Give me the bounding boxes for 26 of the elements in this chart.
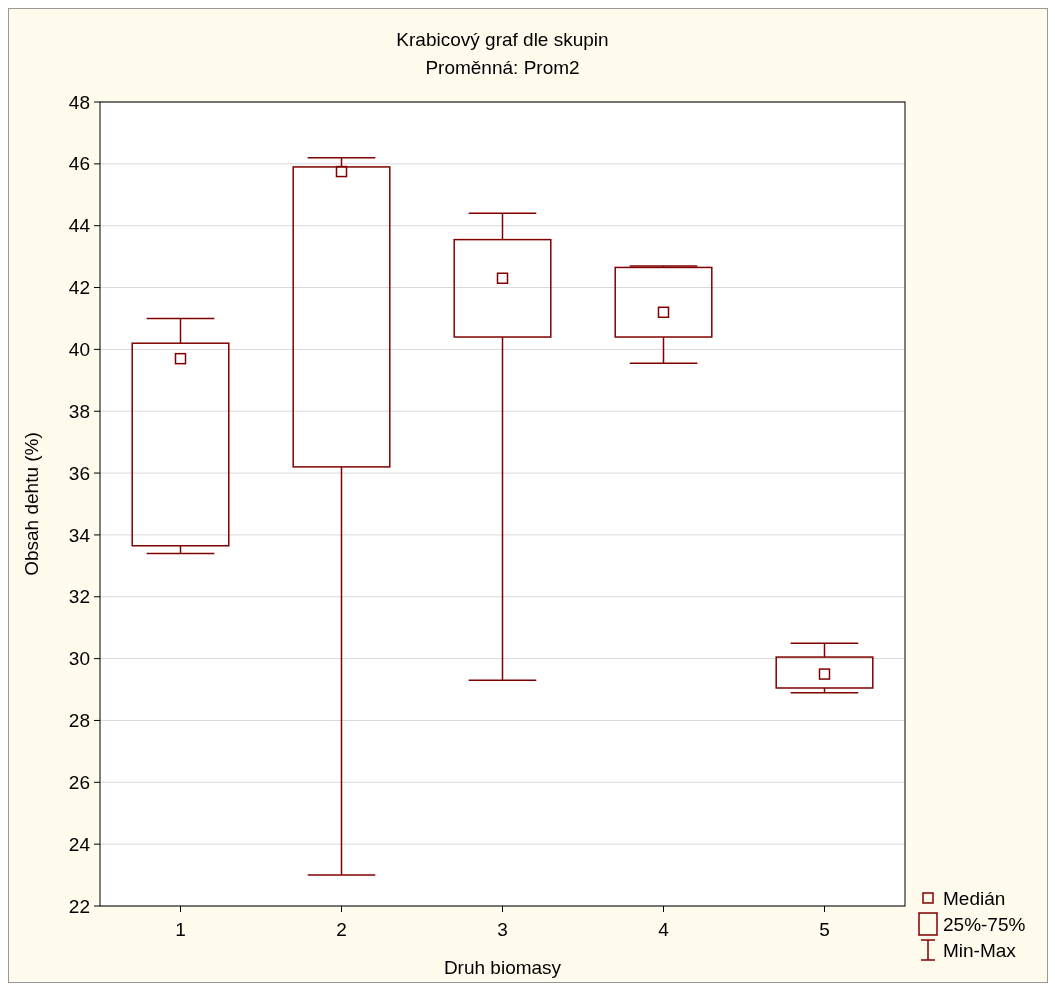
y-tick-label: 48 xyxy=(68,91,90,113)
y-tick-label: 30 xyxy=(68,648,90,670)
y-tick-label: 22 xyxy=(68,895,90,917)
chart-title: Krabicový graf dle skupin xyxy=(396,29,609,50)
y-tick-label: 38 xyxy=(68,400,90,422)
y-tick-label: 42 xyxy=(68,277,90,299)
y-tick-label: 46 xyxy=(68,153,90,175)
x-tick-label: 2 xyxy=(336,919,347,940)
x-tick-label: 4 xyxy=(658,919,670,940)
x-tick-label: 1 xyxy=(175,919,186,940)
y-tick-label: 34 xyxy=(68,524,91,546)
text: Min-Max xyxy=(943,939,1017,961)
text: Medián xyxy=(943,887,1006,909)
y-axis-title: Obsah dehtu (%) xyxy=(21,432,42,576)
y-tick-label: 40 xyxy=(68,339,90,361)
y-tick-label: 26 xyxy=(68,771,90,793)
x-axis-title: Druh biomasy xyxy=(443,957,562,978)
y-tick-label: 28 xyxy=(68,710,90,732)
y-tick-label: 32 xyxy=(68,586,90,608)
chart-subtitle: Proměnná: Prom2 xyxy=(425,57,580,78)
x-tick-label: 3 xyxy=(497,919,508,940)
x-tick-label: 5 xyxy=(819,919,830,940)
y-tick-label: 24 xyxy=(68,833,91,855)
text: 25%-75% xyxy=(943,913,1026,935)
y-tick-label: 44 xyxy=(68,215,91,237)
y-tick-label: 36 xyxy=(68,462,90,484)
